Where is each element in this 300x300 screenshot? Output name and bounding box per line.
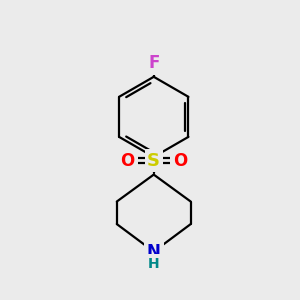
Text: S: S xyxy=(147,152,160,170)
Text: F: F xyxy=(148,54,159,72)
Text: N: N xyxy=(147,243,161,261)
Text: O: O xyxy=(120,152,135,170)
Text: O: O xyxy=(173,152,187,170)
Text: H: H xyxy=(148,257,160,271)
